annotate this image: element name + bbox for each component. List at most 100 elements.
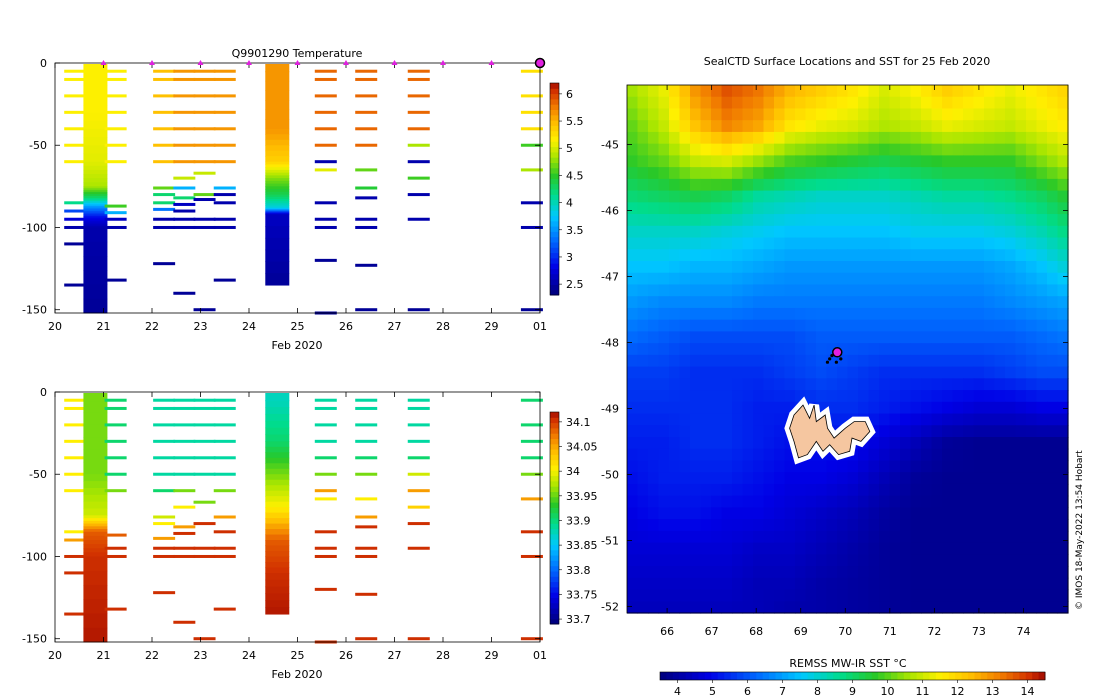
sst-cell (784, 202, 796, 215)
sst-cell (774, 401, 786, 415)
temperature-profile-cell (407, 217, 430, 221)
temperature-profile-cell (265, 261, 290, 274)
map-colorbar-tick-label: 13 (986, 685, 1000, 698)
sst-cell (984, 178, 996, 192)
sst-cell (805, 483, 817, 497)
temperature-profile-cell (193, 69, 216, 73)
sst-cell (721, 378, 733, 391)
sst-cell (1047, 343, 1059, 356)
sst-cell (868, 472, 880, 485)
sst-cell (711, 155, 723, 168)
sst-cell (795, 131, 807, 145)
sst-cell (921, 131, 933, 145)
sst-cell (1005, 401, 1017, 415)
temperature-profile-cell (153, 69, 176, 73)
map-lon-tick-label: 72 (927, 625, 941, 638)
sst-cell (858, 296, 870, 309)
sst-cell (826, 96, 838, 110)
sst-cell (627, 366, 639, 379)
sst-cell (994, 472, 1006, 485)
sst-cell (679, 425, 691, 438)
sst-cell (658, 542, 670, 555)
sst-cell (1057, 554, 1069, 567)
sst-cell (711, 319, 723, 332)
temperature-profile-cell (314, 160, 337, 164)
sst-cell (679, 472, 691, 485)
sst-cell (648, 296, 660, 309)
sst-cell (805, 96, 817, 110)
sst-cell (753, 390, 765, 403)
sst-cell (690, 530, 702, 544)
map-colorbar-segment (724, 672, 732, 680)
salinity-colorbar-tick-label: 33.8 (566, 564, 591, 577)
sst-cell (931, 143, 943, 156)
sst-cell (931, 401, 943, 415)
sst-cell (795, 507, 807, 520)
sst-cell (711, 589, 723, 602)
sst-cell (879, 190, 891, 203)
sst-cell (669, 366, 681, 379)
sst-cell (1036, 237, 1048, 250)
sst-cell (784, 566, 796, 579)
temperature-colorbar-segment (550, 114, 559, 121)
sst-cell (847, 331, 859, 344)
sst-cell (648, 284, 660, 297)
sst-cell (753, 319, 765, 332)
sst-cell (1015, 284, 1027, 297)
sst-cell (984, 108, 996, 121)
sst-cell (763, 202, 775, 215)
sst-cell (952, 519, 964, 532)
map-colorbar-segment (987, 672, 995, 680)
sst-cell (795, 155, 807, 168)
sst-cell (910, 483, 922, 497)
sst-cell (931, 448, 943, 462)
sst-cell (784, 307, 796, 321)
sst-cell (847, 401, 859, 415)
salinity-profile-cell (83, 556, 108, 572)
sst-cell (816, 96, 828, 110)
sst-cell (805, 202, 817, 215)
sst-cell (763, 554, 775, 567)
sst-cell (627, 343, 639, 356)
map-colorbar-segment (948, 672, 956, 680)
sst-cell (742, 601, 754, 614)
sst-cell (952, 85, 964, 98)
map-colorbar-segment (704, 672, 712, 680)
map-colorbar-tick-label: 10 (881, 685, 895, 698)
salinity-profile-cell (520, 554, 543, 558)
sst-cell (921, 214, 933, 227)
sst-cell (690, 413, 702, 426)
sst-cell (784, 214, 796, 227)
temperature-profile-cell (104, 94, 127, 98)
sst-cell (711, 507, 723, 520)
sst-cell (879, 530, 891, 544)
salinity-profile-cell (104, 607, 127, 611)
sst-cell (732, 448, 744, 462)
map-colorbar-segment (1012, 672, 1020, 680)
temperature-profile-cell (83, 217, 108, 220)
sst-cell (900, 542, 912, 555)
sst-cell (984, 566, 996, 579)
sst-cell (700, 437, 712, 450)
sst-cell (711, 495, 723, 508)
sst-cell (679, 249, 691, 262)
sst-cell (816, 601, 828, 614)
sst-cell (679, 237, 691, 250)
sst-cell (711, 272, 723, 286)
sst-cell (889, 319, 901, 332)
sst-cell (774, 390, 786, 403)
sst-cell (994, 202, 1006, 215)
sst-cell (910, 131, 922, 145)
sst-cell (690, 108, 702, 121)
sst-cell (669, 519, 681, 532)
sst-cell (973, 601, 985, 614)
sst-cell (963, 378, 975, 391)
sst-cell (1005, 566, 1017, 579)
temperature-profile-cell (83, 182, 108, 187)
sst-cell (868, 131, 880, 145)
sst-cell (868, 331, 880, 344)
sst-cell (1047, 589, 1059, 602)
salinity-profile-cell (153, 423, 176, 427)
sst-cell (826, 202, 838, 215)
salinity-profile-cell (83, 531, 108, 537)
